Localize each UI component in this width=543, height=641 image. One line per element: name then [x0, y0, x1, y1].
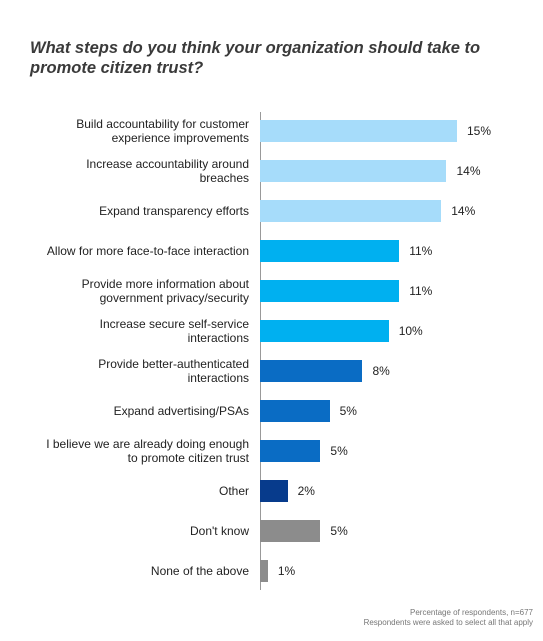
- category-label: None of the above: [150, 564, 249, 578]
- category-label: Increase secure self-service interaction…: [99, 317, 249, 345]
- category-label: Don't know: [190, 524, 249, 538]
- bar: [260, 480, 288, 502]
- bar: [260, 560, 268, 582]
- value-label: 11%: [409, 284, 433, 298]
- value-label: 14%: [451, 204, 476, 218]
- category-label: Provide better-authenticated interaction…: [98, 357, 249, 385]
- value-label: 8%: [372, 364, 390, 378]
- bar: [260, 320, 389, 342]
- category-label: Provide more information about governmen…: [81, 277, 249, 305]
- value-label: 11%: [409, 244, 433, 258]
- value-label: 2%: [297, 484, 315, 498]
- axis-line: [260, 112, 261, 590]
- category-label: I believe we are already doing enough to…: [46, 437, 249, 465]
- category-label: Build accountability for customer experi…: [76, 117, 249, 145]
- category-label: Other: [218, 484, 249, 498]
- category-label: Increase accountability around breaches: [86, 157, 249, 185]
- bar: [260, 520, 321, 542]
- value-label: 15%: [467, 124, 492, 138]
- category-label: Allow for more face-to-face interaction: [46, 244, 249, 258]
- value-label: 14%: [456, 164, 481, 178]
- bar: [260, 240, 400, 262]
- value-label: 5%: [330, 524, 348, 538]
- value-label: 1%: [277, 564, 296, 578]
- footnote: Respondents were asked to select all tha…: [363, 618, 533, 627]
- bar: [260, 120, 457, 142]
- value-label: 5%: [339, 404, 357, 418]
- value-label: 5%: [330, 444, 348, 458]
- chart-title: What steps do you think your organizatio…: [30, 39, 481, 77]
- value-label: 10%: [398, 324, 423, 338]
- bar: [260, 440, 321, 462]
- category-label: Expand transparency efforts: [99, 204, 249, 218]
- bar: [260, 280, 400, 302]
- bar: [260, 200, 442, 222]
- footnote: Percentage of respondents, n=677: [410, 608, 533, 617]
- bar: [260, 400, 330, 422]
- bar: [260, 360, 363, 382]
- category-label: Expand advertising/PSAs: [113, 404, 249, 418]
- bar: [260, 160, 447, 182]
